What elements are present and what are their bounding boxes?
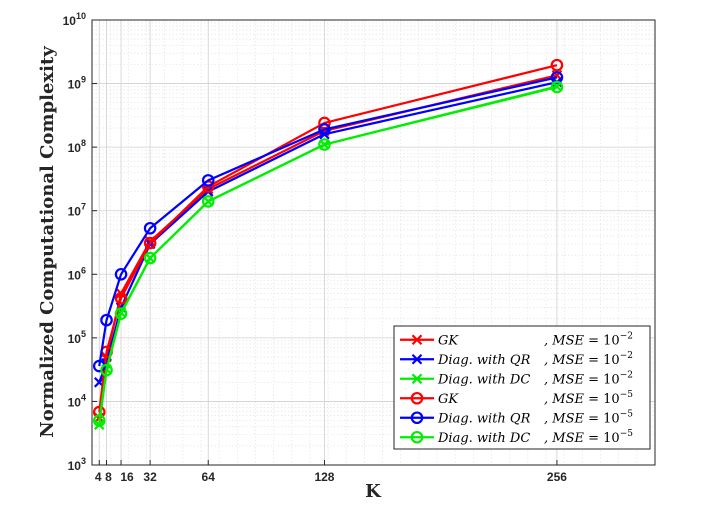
legend-label: GK	[438, 333, 459, 348]
x-tick-label: 64	[202, 470, 216, 484]
data-point	[318, 116, 331, 130]
data-point	[143, 251, 157, 265]
x-tick-label: 16	[120, 470, 134, 484]
legend-swatch-marker	[411, 373, 423, 385]
data-point	[201, 174, 215, 187]
y-tick-label: 104	[68, 392, 86, 409]
legend-mse-label: , MSE = 10−5	[544, 429, 633, 446]
x-ticks: 4 8 16 32 64 128 256	[95, 460, 567, 484]
data-point	[550, 80, 564, 94]
legend-label: Diag. with DC	[437, 372, 530, 387]
x-tick-label: 8	[105, 470, 112, 484]
legend-label: Diag. with QR	[437, 353, 531, 368]
legend-item: Diag. with QR , MSE = 10−2	[400, 351, 633, 368]
series-line	[98, 76, 558, 367]
legend-item: GK , MSE = 10−2	[400, 331, 633, 348]
data-point	[100, 313, 113, 327]
y-axis-title: Normalized Computational Complexity	[37, 46, 58, 438]
y-tick-label: 103	[68, 456, 86, 473]
series-line	[98, 86, 558, 421]
series-5	[92, 71, 564, 373]
data-point	[318, 138, 331, 151]
x-tick-label: 32	[143, 470, 157, 484]
data-point	[143, 236, 157, 250]
legend-mse-label: , MSE = 10−2	[544, 331, 633, 348]
legend-box	[393, 325, 651, 450]
legend-swatch-marker	[410, 411, 424, 425]
legend-swatch-marker	[410, 430, 424, 444]
data-point	[114, 307, 128, 320]
legend-label: Diag. with DC	[437, 431, 530, 446]
x-axis-title: K	[365, 481, 382, 502]
legend-mse-label: , MSE = 10−2	[544, 351, 633, 368]
y-ticks: 103 104 105 106 107 108 109 1010	[63, 11, 97, 473]
data-point	[143, 221, 157, 235]
y-tick-label: 109	[68, 75, 86, 92]
series-6	[92, 80, 564, 427]
legend-swatch-marker	[410, 391, 424, 405]
data-point	[92, 414, 106, 427]
y-tick-label: 107	[68, 202, 86, 219]
y-tick-label: 106	[68, 265, 86, 282]
y-tick-label: 105	[68, 329, 86, 346]
y-tick-label: 1010	[63, 11, 86, 28]
data-point	[318, 123, 331, 136]
grid	[92, 19, 655, 466]
plot-frame	[91, 19, 656, 466]
data-point	[550, 58, 564, 72]
legend-item: Diag. with DC , MSE = 10−2	[400, 370, 633, 387]
data-point	[100, 363, 113, 377]
data-point	[114, 291, 128, 305]
x-tick-label: 128	[314, 470, 334, 484]
data-point	[114, 267, 128, 281]
legend-item: Diag. with DC , MSE = 10−5	[400, 429, 633, 446]
legend-mse-label: , MSE = 10−5	[544, 390, 633, 407]
series-line	[98, 64, 558, 413]
legend-item: GK , MSE = 10−5	[400, 390, 633, 407]
legend-item: Diag. with QR , MSE = 10−5	[400, 409, 633, 426]
legend-swatch-marker	[411, 334, 423, 346]
x-tick-label: 4	[95, 470, 102, 484]
x-tick-label: 256	[547, 470, 567, 484]
legend-label: Diag. with QR	[437, 411, 531, 426]
legend-mse-label: , MSE = 10−5	[544, 409, 633, 426]
legend-mse-label: , MSE = 10−2	[544, 370, 633, 387]
legend-swatch-marker	[411, 353, 423, 365]
y-tick-label: 108	[68, 138, 86, 155]
legend-label: GK	[438, 392, 459, 407]
series-layer	[92, 58, 564, 431]
data-point	[201, 195, 215, 208]
